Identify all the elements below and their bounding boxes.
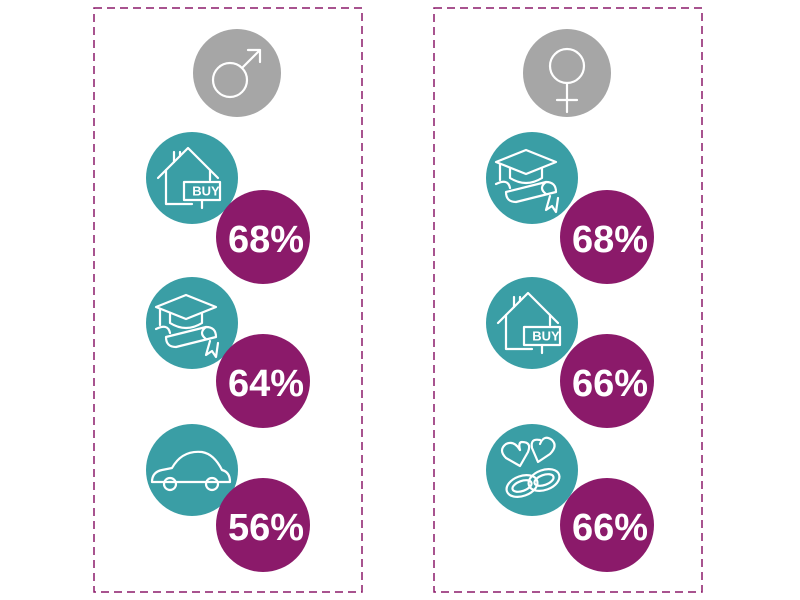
percentage: 68%: [228, 219, 304, 261]
percentage: 66%: [572, 363, 648, 405]
percentage: 64%: [228, 363, 304, 405]
item-graduation: 68%: [486, 132, 654, 284]
percentage: 68%: [572, 219, 648, 261]
item-graduation: 64%: [146, 277, 310, 428]
panel-frame: [433, 7, 703, 593]
item-car: 56%: [146, 424, 310, 572]
percentage: 66%: [572, 507, 648, 549]
female-symbol: [523, 29, 611, 117]
male-symbol: [193, 29, 281, 117]
panel-frame: [93, 7, 363, 593]
icon-text: BUY: [192, 184, 220, 199]
item-rings: 66%: [486, 424, 654, 572]
percentage: 56%: [228, 507, 304, 549]
item-house: BUY 66%: [486, 277, 654, 428]
item-house: BUY 68%: [146, 132, 310, 284]
icon-text: BUY: [532, 329, 560, 344]
